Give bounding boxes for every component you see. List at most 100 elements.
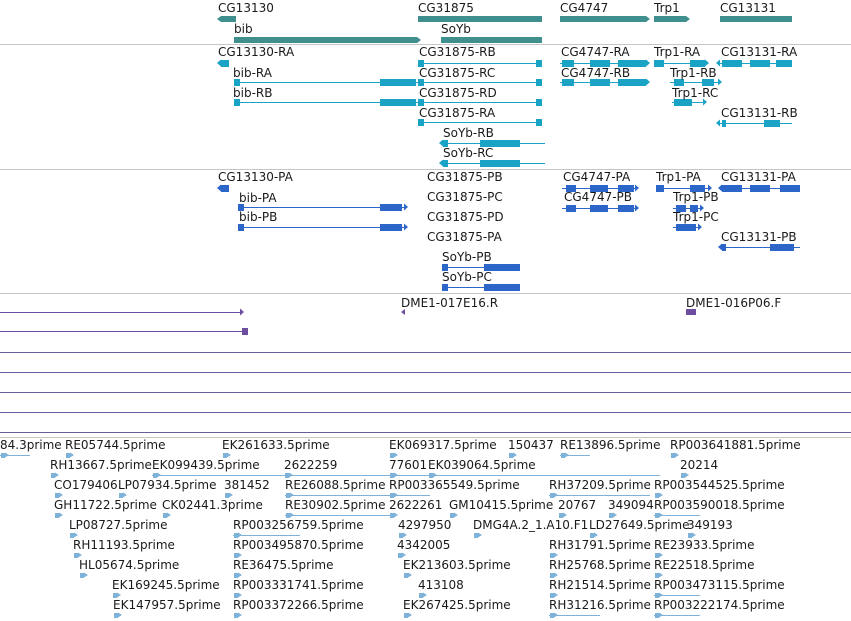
est-feature-label[interactable]: 150437 — [508, 438, 554, 452]
est-feature-label[interactable]: CO179406 — [54, 478, 118, 492]
est-feature-label[interactable]: RE30902.5prime — [285, 498, 386, 512]
mrna-feature-label[interactable]: CG4747-RA — [561, 45, 630, 59]
cds-exon-block[interactable] — [221, 185, 229, 192]
cds-exon-block[interactable] — [750, 185, 770, 192]
est-glyph[interactable] — [655, 553, 659, 558]
est-strand-arrow[interactable] — [167, 512, 171, 518]
est-strand-arrow[interactable] — [454, 512, 458, 518]
mrna-exon-block[interactable] — [234, 79, 240, 86]
cds-feature-label[interactable]: CG13131-PA — [721, 170, 796, 184]
mrna-exon-block[interactable] — [618, 79, 646, 86]
mrna-exon-block[interactable] — [443, 140, 448, 147]
cds-exon-block[interactable] — [722, 244, 726, 251]
cds-exon-block[interactable] — [780, 185, 800, 192]
cds-exon-block[interactable] — [484, 284, 520, 291]
est-feature-label[interactable]: EK099439.5prime — [152, 458, 260, 472]
est-feature-label[interactable]: LP08727.5prime — [69, 518, 168, 532]
mrna-exon-block[interactable] — [590, 60, 610, 67]
cds-exon-block[interactable] — [442, 284, 448, 291]
cds-exon-block[interactable] — [690, 185, 705, 192]
mrna-strand-arrow[interactable] — [703, 98, 707, 106]
est-feature-label[interactable]: 77601 — [389, 458, 428, 472]
est-feature-label[interactable]: EK069317.5prime — [389, 438, 497, 452]
est-glyph[interactable] — [550, 553, 554, 558]
est-feature-label[interactable]: 20767 — [558, 498, 597, 512]
cds-feature-label[interactable]: CG4747-PB — [564, 190, 633, 204]
est-strand-arrow[interactable] — [55, 472, 59, 478]
est-strand-arrow[interactable] — [227, 452, 231, 458]
est-strand-arrow[interactable] — [423, 592, 427, 598]
cds-exon-block[interactable] — [566, 185, 576, 192]
est-strand-arrow[interactable] — [408, 612, 412, 618]
mrna-exon-block[interactable] — [234, 99, 240, 106]
mrna-feature-label[interactable]: CG31875-RA — [419, 106, 496, 120]
mrna-feature-label[interactable]: CG13131-RA — [721, 45, 798, 59]
cds-exon-block[interactable] — [590, 185, 608, 192]
mrna-feature-label[interactable]: Trp1-RB — [670, 66, 717, 80]
mrna-exon-block[interactable] — [480, 160, 520, 167]
est-strand-arrow[interactable] — [59, 512, 63, 518]
est-strand-arrow[interactable] — [513, 452, 517, 458]
est-feature-label[interactable]: RH31216.5prime — [549, 598, 651, 612]
est-feature-label[interactable]: EK213603.5prime — [403, 558, 511, 572]
gene-glyph[interactable] — [418, 16, 542, 22]
gene-glyph[interactable] — [441, 37, 542, 43]
est-glyph[interactable] — [223, 453, 227, 458]
est-strand-arrow[interactable] — [74, 532, 78, 538]
est-strand-arrow[interactable] — [70, 452, 74, 458]
est-feature-label[interactable]: RE13896.5prime — [560, 438, 661, 452]
mrna-exon-block[interactable] — [776, 60, 792, 67]
clone-end-glyph[interactable] — [242, 328, 248, 335]
est-strand-arrow[interactable] — [594, 532, 598, 538]
mrna-exon-block[interactable] — [418, 99, 424, 106]
cds-feature-label[interactable]: SoYb-PC — [442, 270, 492, 284]
est-strand-arrow[interactable] — [408, 572, 412, 578]
cds-exon-block[interactable] — [676, 205, 686, 212]
mrna-feature-label[interactable]: CG31875-RB — [419, 45, 496, 59]
cds-strand-arrow[interactable] — [700, 204, 704, 212]
est-feature-label[interactable]: GM10415.5prime — [449, 498, 554, 512]
est-glyph[interactable] — [474, 533, 478, 538]
mrna-strand-arrow[interactable] — [646, 59, 650, 67]
est-glyph[interactable] — [404, 573, 408, 578]
est-glyph[interactable] — [51, 473, 55, 478]
est-glyph[interactable] — [119, 493, 123, 498]
cds-exon-block[interactable] — [380, 224, 402, 231]
mrna-feature-label[interactable]: CG31875-RC — [419, 66, 496, 80]
est-feature-label[interactable]: EK147957.5prime — [113, 598, 221, 612]
est-feature-label[interactable]: RH21514.5prime — [549, 578, 651, 592]
cds-strand-arrow[interactable] — [635, 184, 639, 192]
est-strand-arrow[interactable] — [118, 612, 122, 618]
mrna-exon-block[interactable] — [221, 60, 229, 67]
mrna-exon-block[interactable] — [418, 60, 424, 67]
est-glyph[interactable] — [234, 593, 238, 598]
mrna-exon-block[interactable] — [764, 120, 780, 127]
mrna-feature-label[interactable]: CG31875-RD — [419, 86, 497, 100]
est-strand-arrow[interactable] — [78, 552, 82, 558]
est-feature-label[interactable]: RP003641881.5prime — [670, 438, 801, 452]
cds-exon-block[interactable] — [770, 244, 794, 251]
cds-exon-block[interactable] — [656, 185, 664, 192]
gene-glyph[interactable] — [221, 16, 236, 22]
mrna-exon-block[interactable] — [750, 60, 770, 67]
gene-glyph[interactable] — [234, 37, 417, 43]
cds-strand-arrow[interactable] — [718, 243, 722, 251]
mrna-exon-block[interactable] — [562, 60, 574, 67]
gene-feature-label[interactable]: CG13130 — [218, 1, 274, 15]
cds-exon-block[interactable] — [238, 204, 244, 211]
est-strand-arrow[interactable] — [692, 532, 696, 538]
mrna-feature-label[interactable]: SoYb-RC — [443, 146, 494, 160]
est-feature-label[interactable]: 2622261 — [389, 498, 443, 512]
est-strand-arrow[interactable] — [675, 452, 679, 458]
est-feature-label[interactable]: EK267425.5prime — [403, 598, 511, 612]
est-glyph[interactable] — [399, 533, 403, 538]
est-feature-label[interactable]: 413108 — [418, 578, 464, 592]
mrna-exon-block[interactable] — [618, 60, 646, 67]
cds-exon-block[interactable] — [590, 205, 608, 212]
clone-feature-label[interactable]: DME1-016P06.F — [686, 296, 782, 310]
mrna-exon-block[interactable] — [380, 99, 416, 106]
est-feature-label[interactable]: 349193 — [687, 518, 733, 532]
est-feature-label[interactable]: RP003372266.5prime — [233, 598, 364, 612]
est-feature-label[interactable]: RH37209.5prime — [549, 478, 651, 492]
est-glyph[interactable] — [550, 593, 554, 598]
